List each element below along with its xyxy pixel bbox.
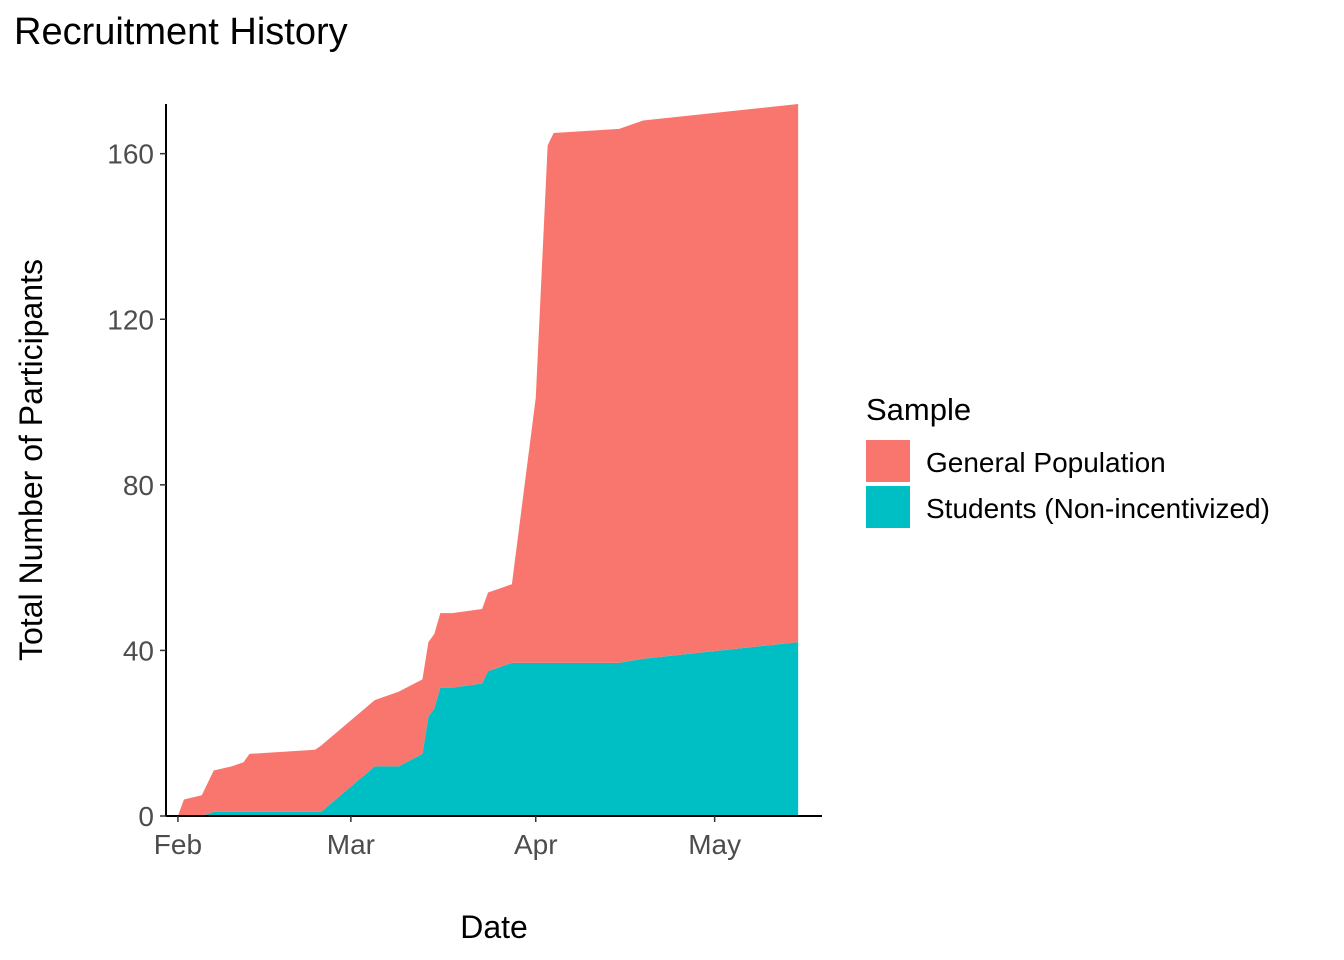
- area-series-1: [177, 104, 799, 816]
- y-tick-label: 40: [123, 635, 154, 666]
- y-tick-label: 120: [107, 304, 154, 335]
- y-axis-title: Total Number of Participants: [13, 259, 49, 661]
- y-tick-label: 80: [123, 470, 154, 501]
- x-tick-label: Feb: [154, 829, 202, 860]
- legend: Sample General Population Students (Non-i…: [866, 392, 1270, 528]
- y-tick-label: 0: [138, 801, 154, 832]
- area-series-0: [177, 642, 799, 816]
- x-axis-ticks: Feb Mar Apr May: [154, 816, 741, 860]
- y-tick-label: 160: [107, 139, 154, 170]
- legend-title: Sample: [866, 392, 971, 427]
- legend-swatch: [866, 486, 910, 528]
- y-axis-ticks: 0 40 80 120 160: [107, 139, 166, 832]
- x-tick-label: Apr: [514, 829, 558, 860]
- plot-area: [177, 104, 799, 816]
- legend-swatch: [866, 440, 910, 482]
- x-tick-label: Mar: [327, 829, 375, 860]
- chart-title: Recruitment History: [14, 11, 348, 53]
- x-tick-label: May: [688, 829, 741, 860]
- legend-label: Students (Non-incentivized): [926, 493, 1270, 524]
- legend-label: General Population: [926, 447, 1166, 478]
- x-axis-title: Date: [460, 909, 528, 945]
